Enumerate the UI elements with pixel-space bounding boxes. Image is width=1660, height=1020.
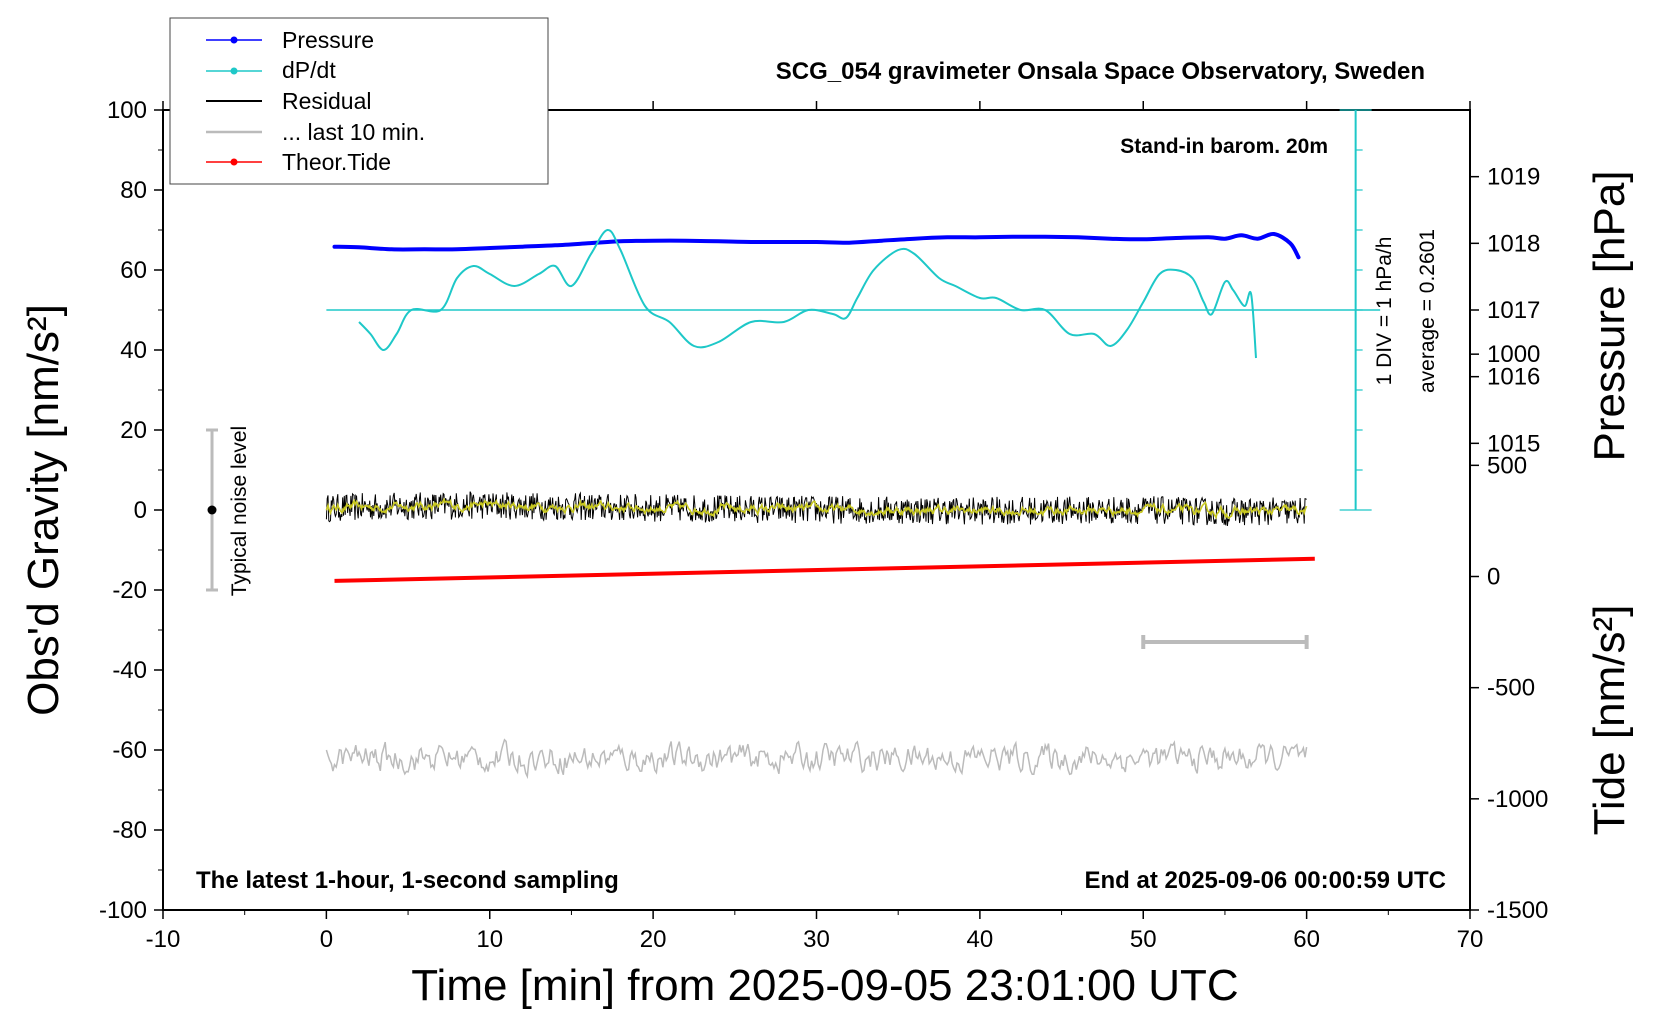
legend: Pressure dP/dt Residual ... last 10 min.… [169, 17, 549, 185]
legend-item-pressure: Pressure [206, 27, 374, 53]
legend-item-last10: ... last 10 min. [206, 119, 425, 145]
series-dpdt-line [358, 229, 1257, 359]
plot-layer: -10 0 10 20 30 40 50 60 70-100-80-60-40-20020406… [99, 97, 1548, 953]
tide-tick-label: -500 [1487, 675, 1535, 702]
legend-item-residual: Residual [206, 88, 372, 114]
y-tick-label: 0 [134, 497, 147, 524]
tide-tick-label: 1000 [1487, 341, 1540, 368]
series-pressure-line [332, 231, 1301, 260]
x-tick-label: 20 [640, 926, 667, 953]
legend-label-dpdt: dP/dt [282, 57, 336, 83]
series-residual-line [325, 491, 1307, 527]
noise-label: Typical noise level [228, 426, 251, 596]
legend-marker-tide [230, 158, 238, 166]
chart-title: SCG_054 gravimeter Onsala Space Observat… [776, 58, 1425, 85]
bottom-left-note: The latest 1-hour, 1-second sampling [196, 867, 619, 894]
legend-marker-pressure [230, 36, 238, 44]
pressure-tick-label: 1015 [1487, 430, 1540, 457]
scale-note: 1 DIV = 1 hPa/h [1373, 237, 1396, 386]
y-tick-label: -100 [99, 897, 147, 924]
tide-tick-label: 0 [1487, 564, 1500, 591]
x-tick-label: 70 [1457, 926, 1484, 953]
y-tick-label: -40 [112, 657, 147, 684]
y-axis-title-gravity: Obs'd Gravity [nm/s²] [19, 304, 68, 716]
legend-item-tide: Theor.Tide [206, 149, 391, 175]
y-tick-label: -20 [112, 577, 147, 604]
barometer-note: Stand-in barom. 20m [1120, 135, 1328, 158]
average-note: average = 0.2601 [1416, 229, 1439, 393]
y-tick-label: 20 [120, 417, 147, 444]
pressure-tick-label: 1019 [1487, 164, 1540, 191]
x-tick-label: 30 [803, 926, 830, 953]
y-tick-label: 40 [120, 337, 147, 364]
legend-marker-dpdt [230, 67, 238, 75]
x-tick-label: 0 [320, 926, 333, 953]
x-axis-title: Time [min] from 2025-09-05 23:01:00 UTC [411, 961, 1238, 1010]
y-axis-title-pressure: Pressure [hPa] [1585, 170, 1634, 461]
x-tick-label: 40 [967, 926, 994, 953]
pressure-tick-label: 1018 [1487, 230, 1540, 257]
y-axis-title-tide: Tide [nm/s²] [1585, 605, 1634, 836]
series-tide-line [334, 556, 1315, 583]
y-tick-label: -60 [112, 737, 147, 764]
x-tick-label: -10 [146, 926, 181, 953]
y-tick-label: 60 [120, 257, 147, 284]
y-tick-label: 80 [120, 177, 147, 204]
tide-tick-label: -1000 [1487, 786, 1548, 813]
pressure-tick-label: 1016 [1487, 364, 1540, 391]
pressure-tick-label: 1017 [1487, 297, 1540, 324]
noise-center-dot [207, 505, 217, 515]
series-residual-smoothed-line [325, 497, 1308, 520]
tide-tick-label: -1500 [1487, 897, 1548, 924]
legend-label-tide: Theor.Tide [282, 149, 391, 175]
legend-label-last10: ... last 10 min. [282, 119, 425, 145]
x-tick-label: 10 [476, 926, 503, 953]
bottom-right-note: End at 2025-09-06 00:00:59 UTC [1085, 867, 1447, 894]
tide-tick-label: 500 [1487, 452, 1527, 479]
x-tick-label: 60 [1293, 926, 1320, 953]
x-tick-label: 50 [1130, 926, 1157, 953]
series-last10-line [325, 738, 1308, 780]
legend-item-dpdt: dP/dt [206, 57, 336, 83]
legend-label-pressure: Pressure [282, 27, 374, 53]
y-tick-label: 100 [107, 97, 147, 124]
legend-label-residual: Residual [282, 88, 372, 114]
y-tick-label: -80 [112, 817, 147, 844]
